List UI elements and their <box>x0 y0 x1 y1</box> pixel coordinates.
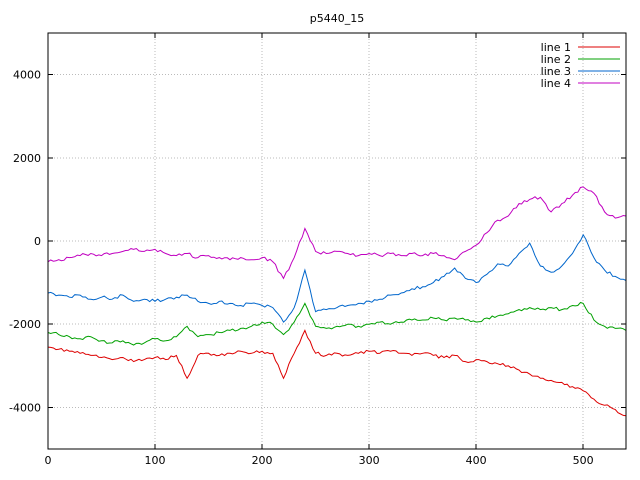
series-line-3 <box>47 233 627 323</box>
series-line-1 <box>47 329 627 417</box>
x-tick-label: 400 <box>466 454 487 467</box>
x-tick-label: 100 <box>145 454 166 467</box>
legend-label: line 1 <box>541 41 571 54</box>
series-line-4 <box>47 186 627 280</box>
x-tick-label: 300 <box>359 454 380 467</box>
y-tick-label: 2000 <box>13 152 41 165</box>
legend-label: line 3 <box>541 65 571 78</box>
x-tick-label: 500 <box>573 454 594 467</box>
y-tick-label: -4000 <box>9 401 41 414</box>
legend-label: line 4 <box>541 77 571 90</box>
y-tick-label: 4000 <box>13 69 41 82</box>
legend-label: line 2 <box>541 53 571 66</box>
x-tick-label: 0 <box>45 454 52 467</box>
series-line-2 <box>47 301 627 346</box>
x-tick-label: 200 <box>252 454 273 467</box>
y-tick-label: 0 <box>34 235 41 248</box>
chart-title: p5440_15 <box>309 12 365 25</box>
y-tick-label: -2000 <box>9 318 41 331</box>
